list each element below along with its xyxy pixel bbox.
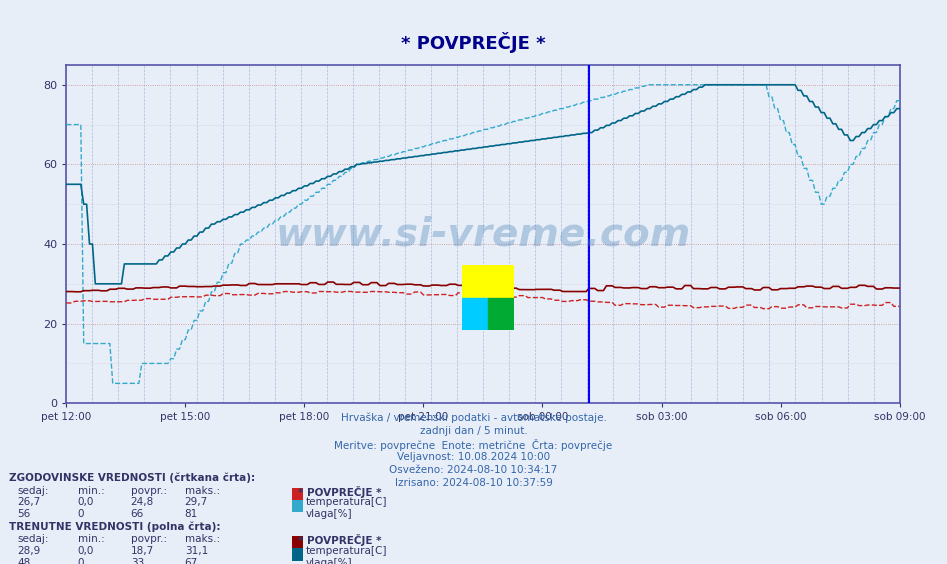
Bar [489,265,514,298]
Bar [462,265,489,298]
Text: Izrisano: 2024-08-10 10:37:59: Izrisano: 2024-08-10 10:37:59 [395,478,552,488]
Text: vlaga[%]: vlaga[%] [306,558,352,564]
Text: 48: 48 [17,558,30,564]
Text: maks.:: maks.: [185,534,220,544]
Text: Hrvaška / vremenski podatki - avtomatske postaje.: Hrvaška / vremenski podatki - avtomatske… [341,413,606,424]
Text: vlaga[%]: vlaga[%] [306,509,352,519]
Text: Osveženo: 2024-08-10 10:34:17: Osveženo: 2024-08-10 10:34:17 [389,465,558,475]
Text: 81: 81 [185,509,198,519]
Text: 67: 67 [185,558,198,564]
Text: www.si-vreme.com: www.si-vreme.com [276,215,690,253]
Text: Meritve: povprečne  Enote: metrične  Črta: povprečje: Meritve: povprečne Enote: metrične Črta:… [334,439,613,451]
Text: 0,0: 0,0 [78,497,94,508]
Text: maks.:: maks.: [185,486,220,496]
Text: TRENUTNE VREDNOSTI (polna črta):: TRENUTNE VREDNOSTI (polna črta): [9,521,221,532]
Text: ZGODOVINSKE VREDNOSTI (črtkana črta):: ZGODOVINSKE VREDNOSTI (črtkana črta): [9,473,256,483]
Text: 24,8: 24,8 [131,497,154,508]
Text: povpr.:: povpr.: [131,534,167,544]
Text: 33: 33 [131,558,144,564]
Text: sedaj:: sedaj: [17,486,48,496]
Text: Veljavnost: 10.08.2024 10:00: Veljavnost: 10.08.2024 10:00 [397,452,550,462]
Text: 18,7: 18,7 [131,546,154,556]
Text: povpr.:: povpr.: [131,486,167,496]
Text: 31,1: 31,1 [185,546,208,556]
Text: 26,7: 26,7 [17,497,41,508]
Bar [489,298,514,330]
Text: min.:: min.: [78,534,104,544]
Text: * POVPREČJE *: * POVPREČJE * [402,32,545,53]
Text: sedaj:: sedaj: [17,534,48,544]
Bar [462,298,489,330]
Text: 29,7: 29,7 [185,497,208,508]
Text: 0,0: 0,0 [78,546,94,556]
Text: 28,9: 28,9 [17,546,41,556]
Text: zadnji dan / 5 minut.: zadnji dan / 5 minut. [420,426,527,436]
Text: temperatura[C]: temperatura[C] [306,497,387,508]
Text: temperatura[C]: temperatura[C] [306,546,387,556]
Text: 56: 56 [17,509,30,519]
Text: 0: 0 [78,558,84,564]
Text: 66: 66 [131,509,144,519]
Text: * POVPREČJE *: * POVPREČJE * [298,534,382,546]
Text: 0: 0 [78,509,84,519]
Text: min.:: min.: [78,486,104,496]
Text: * POVPREČJE *: * POVPREČJE * [298,486,382,497]
